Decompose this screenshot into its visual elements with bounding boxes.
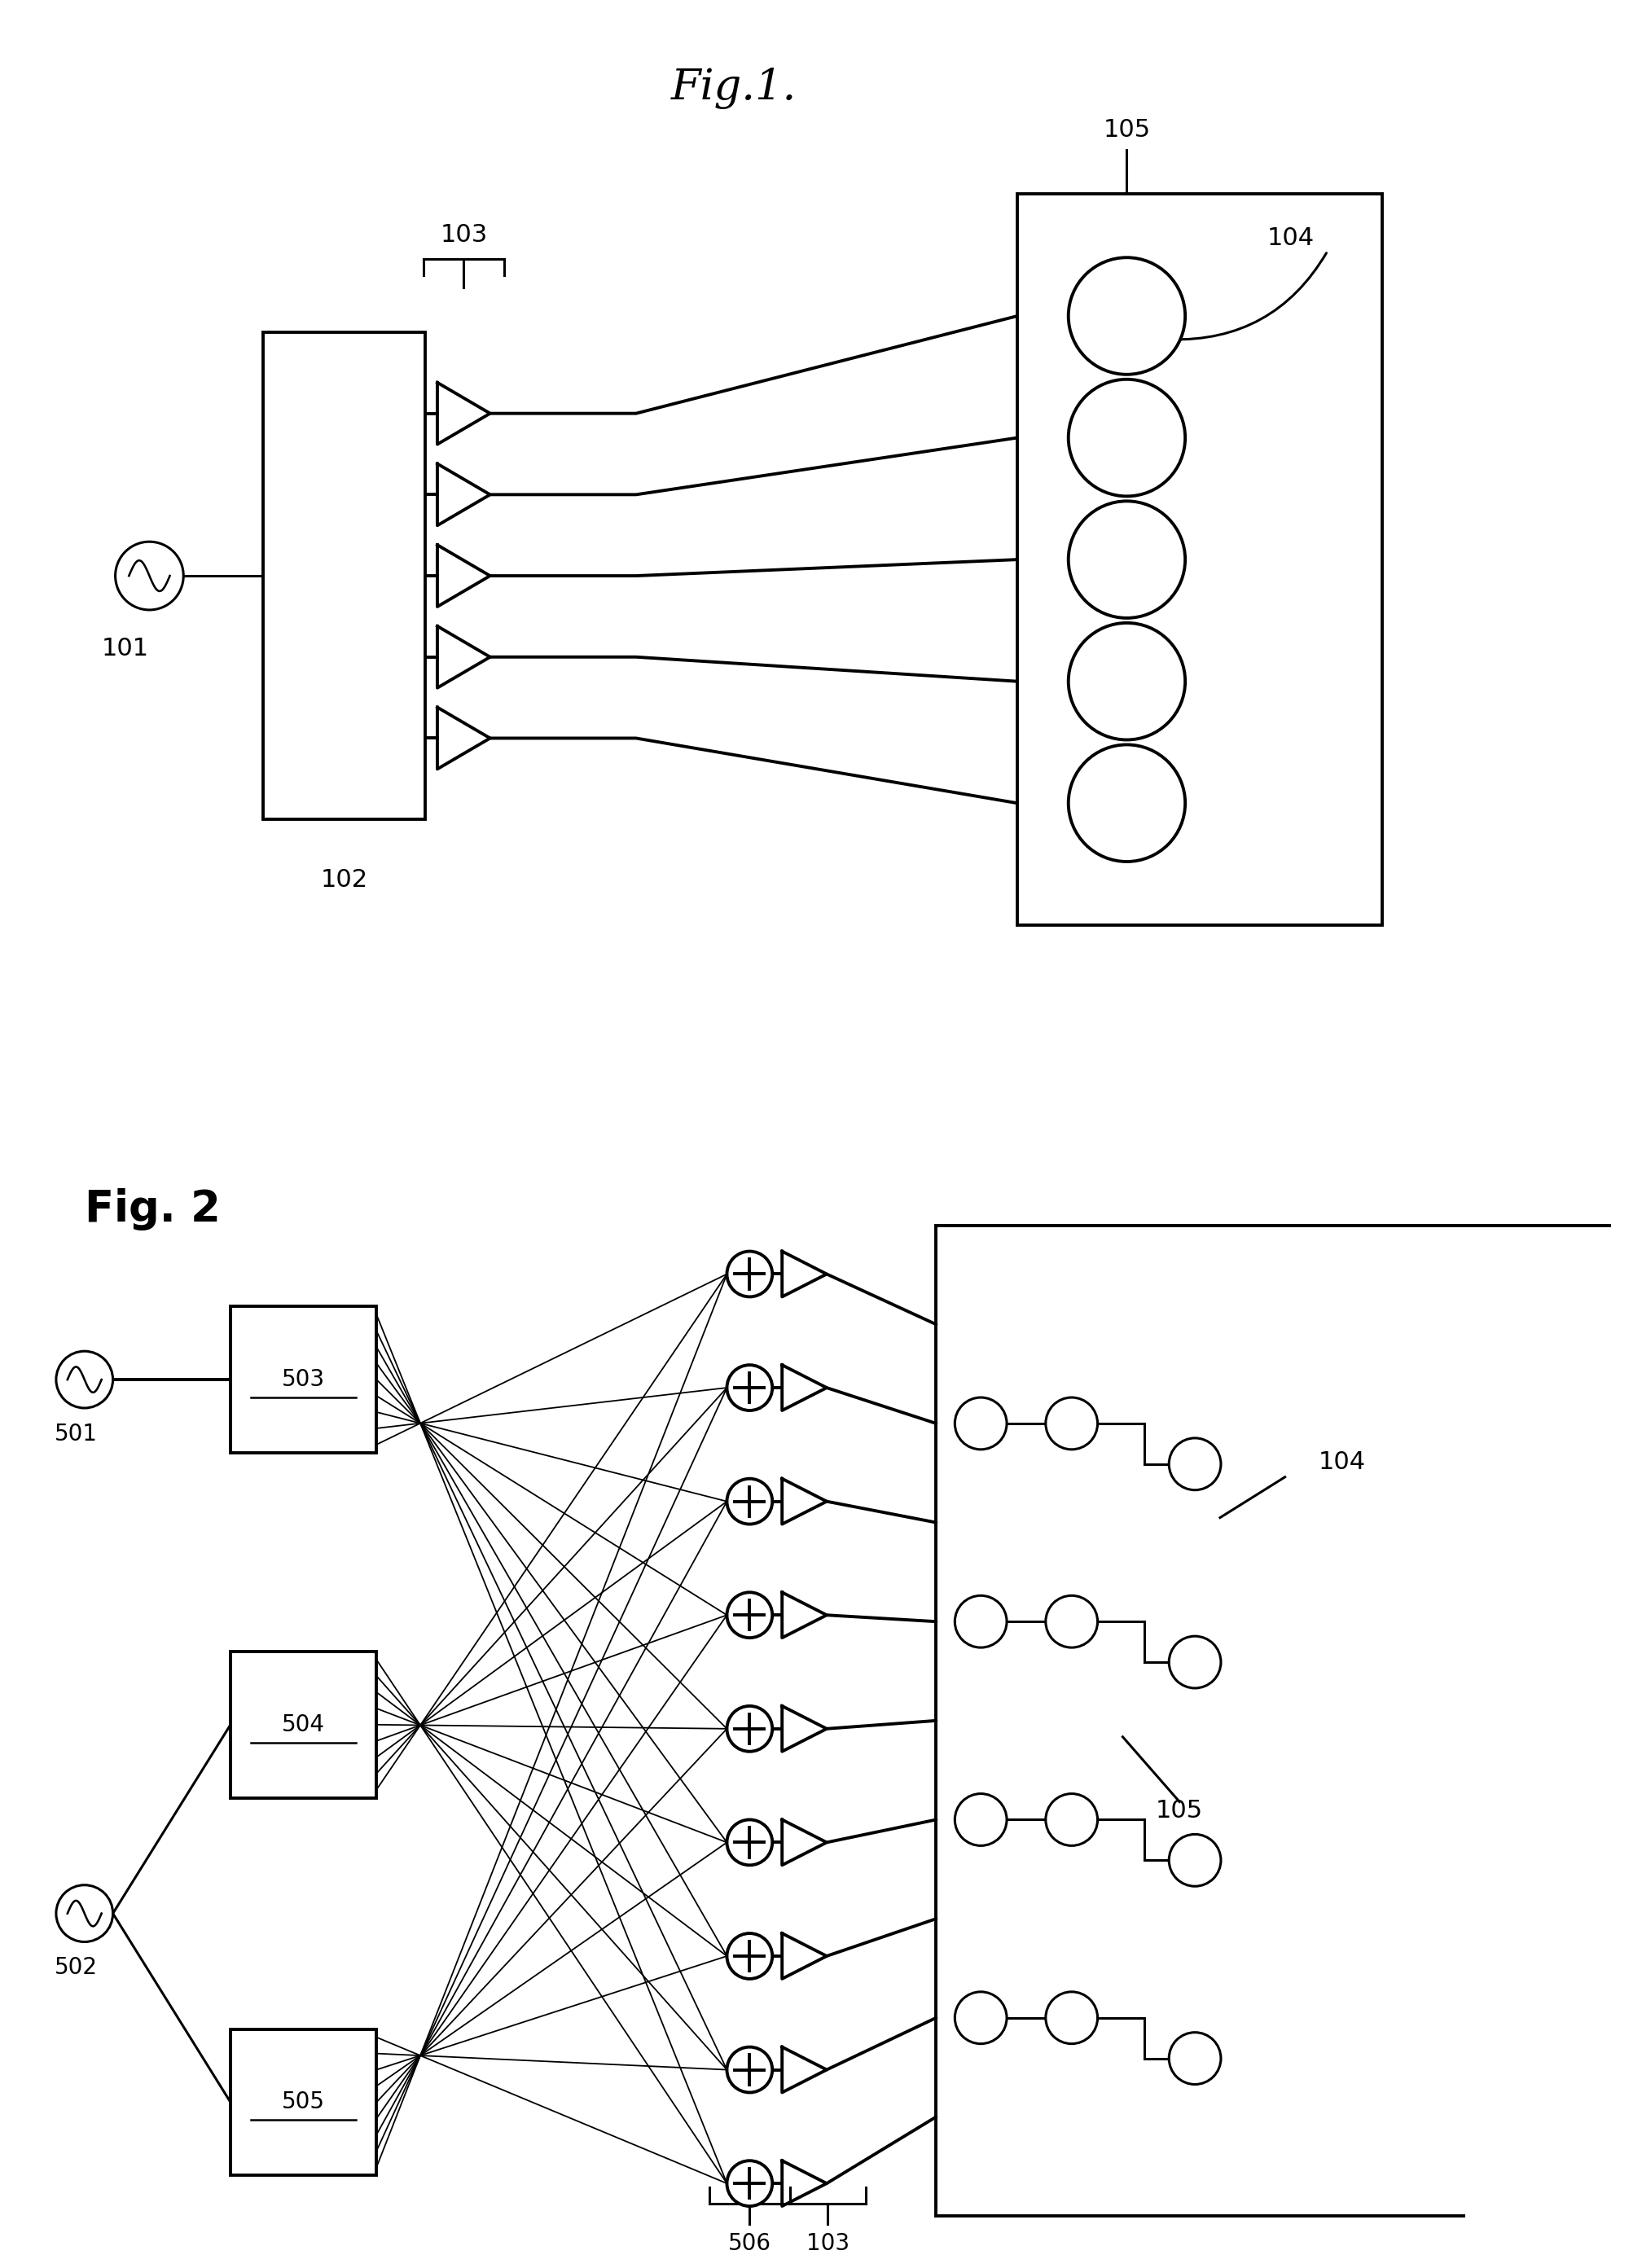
Circle shape [727, 2161, 772, 2207]
Text: 503: 503 [282, 1368, 325, 1390]
Circle shape [56, 1885, 113, 1941]
Circle shape [1069, 501, 1186, 617]
Circle shape [1046, 1597, 1097, 1647]
Circle shape [1046, 1991, 1097, 2043]
Circle shape [727, 1819, 772, 1864]
Circle shape [1046, 1794, 1097, 1846]
Text: 501: 501 [54, 1422, 99, 1445]
Circle shape [727, 1252, 772, 1297]
Bar [230, 1651, 376, 1799]
Circle shape [1069, 744, 1186, 862]
Circle shape [1169, 1635, 1222, 1687]
Circle shape [1169, 1835, 1222, 1887]
Circle shape [727, 1479, 772, 1524]
Bar [230, 1306, 376, 1454]
Text: 505: 505 [282, 2091, 325, 2114]
Circle shape [727, 1592, 772, 1637]
Text: 104: 104 [1268, 227, 1315, 249]
Circle shape [727, 1365, 772, 1411]
Circle shape [56, 1352, 113, 1408]
Circle shape [727, 1706, 772, 1751]
Text: 506: 506 [727, 2232, 772, 2254]
Text: 105: 105 [1156, 1799, 1204, 1823]
Circle shape [1046, 1397, 1097, 1449]
Text: 103: 103 [440, 222, 488, 247]
Bar [263, 331, 425, 819]
Circle shape [956, 1397, 1007, 1449]
Text: 504: 504 [282, 1712, 325, 1735]
Text: Fig. 2: Fig. 2 [84, 1188, 220, 1229]
Text: 103: 103 [806, 2232, 849, 2254]
Text: 104: 104 [1319, 1449, 1366, 1474]
Text: Fig.1.: Fig.1. [670, 68, 796, 109]
Bar [230, 2030, 376, 2175]
Circle shape [956, 1597, 1007, 1647]
Circle shape [115, 542, 184, 610]
Text: 105: 105 [1103, 118, 1151, 141]
Circle shape [727, 2048, 772, 2093]
Circle shape [1169, 1438, 1222, 1490]
Circle shape [1069, 379, 1186, 497]
Circle shape [956, 1991, 1007, 2043]
Circle shape [727, 1932, 772, 1978]
Circle shape [1069, 624, 1186, 739]
Text: 101: 101 [102, 637, 149, 660]
Circle shape [1069, 259, 1186, 374]
Circle shape [1169, 2032, 1222, 2084]
Text: 102: 102 [320, 869, 368, 891]
Bar [1018, 195, 1383, 925]
Text: 502: 502 [54, 1957, 99, 1980]
Circle shape [956, 1794, 1007, 1846]
